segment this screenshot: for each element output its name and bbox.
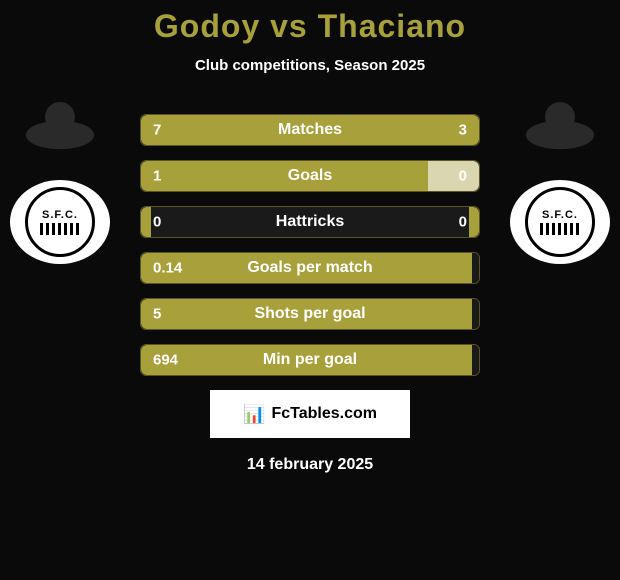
bar-right (469, 207, 479, 237)
stat-label: Hattricks (276, 213, 344, 231)
stat-value-right: 3 (459, 122, 467, 139)
club-badge-stripes-icon (40, 223, 80, 235)
club-badge-text: S.F.C. (542, 209, 578, 221)
club-badge-inner: S.F.C. (525, 187, 595, 257)
page-title: Godoy vs Thaciano (0, 0, 620, 45)
bar-left (141, 115, 378, 145)
stat-row: 0 0 Hattricks (140, 206, 480, 238)
player2-club-badge: S.F.C. (510, 180, 610, 264)
player2-silhouette-icon (510, 110, 610, 160)
player2-column: S.F.C. (510, 110, 610, 264)
stat-value-right: 0 (459, 168, 467, 185)
stat-value-left: 7 (153, 122, 161, 139)
player1-silhouette-icon (10, 110, 110, 160)
stat-value-left: 0 (153, 214, 161, 231)
stats-area: 7 3 Matches 1 0 Goals 0 0 Hattricks 0.14 Goals per… (140, 114, 480, 376)
stat-row: 7 3 Matches (140, 114, 480, 146)
stat-label: Goals per match (247, 259, 372, 277)
player1-club-badge: S.F.C. (10, 180, 110, 264)
stat-value-left: 0.14 (153, 260, 182, 277)
stat-label: Min per goal (263, 351, 357, 369)
stat-label: Shots per goal (254, 305, 365, 323)
player2-name: Thaciano (318, 8, 466, 44)
club-badge-text: S.F.C. (42, 209, 78, 221)
vs-label: vs (270, 8, 308, 44)
subtitle: Club competitions, Season 2025 (0, 57, 620, 74)
comparison-card: Godoy vs Thaciano Club competitions, Sea… (0, 0, 620, 474)
stat-row: 5 Shots per goal (140, 298, 480, 330)
stat-row: 0.14 Goals per match (140, 252, 480, 284)
stat-value-left: 5 (153, 306, 161, 323)
stat-label: Goals (288, 167, 332, 185)
player1-column: S.F.C. (10, 110, 110, 264)
bar-right (428, 161, 479, 191)
bar-left (141, 207, 151, 237)
stat-label: Matches (278, 121, 342, 139)
stat-row: 1 0 Goals (140, 160, 480, 192)
player1-name: Godoy (154, 8, 260, 44)
stat-value-left: 694 (153, 352, 178, 369)
club-badge-inner: S.F.C. (25, 187, 95, 257)
watermark-text: FcTables.com (271, 405, 377, 423)
chart-icon: 📊 (243, 404, 265, 425)
watermark: 📊 FcTables.com (210, 390, 410, 438)
club-badge-stripes-icon (540, 223, 580, 235)
stat-value-left: 1 (153, 168, 161, 185)
stat-value-right: 0 (459, 214, 467, 231)
bar-left (141, 161, 428, 191)
date-label: 14 february 2025 (0, 456, 620, 474)
stat-row: 694 Min per goal (140, 344, 480, 376)
